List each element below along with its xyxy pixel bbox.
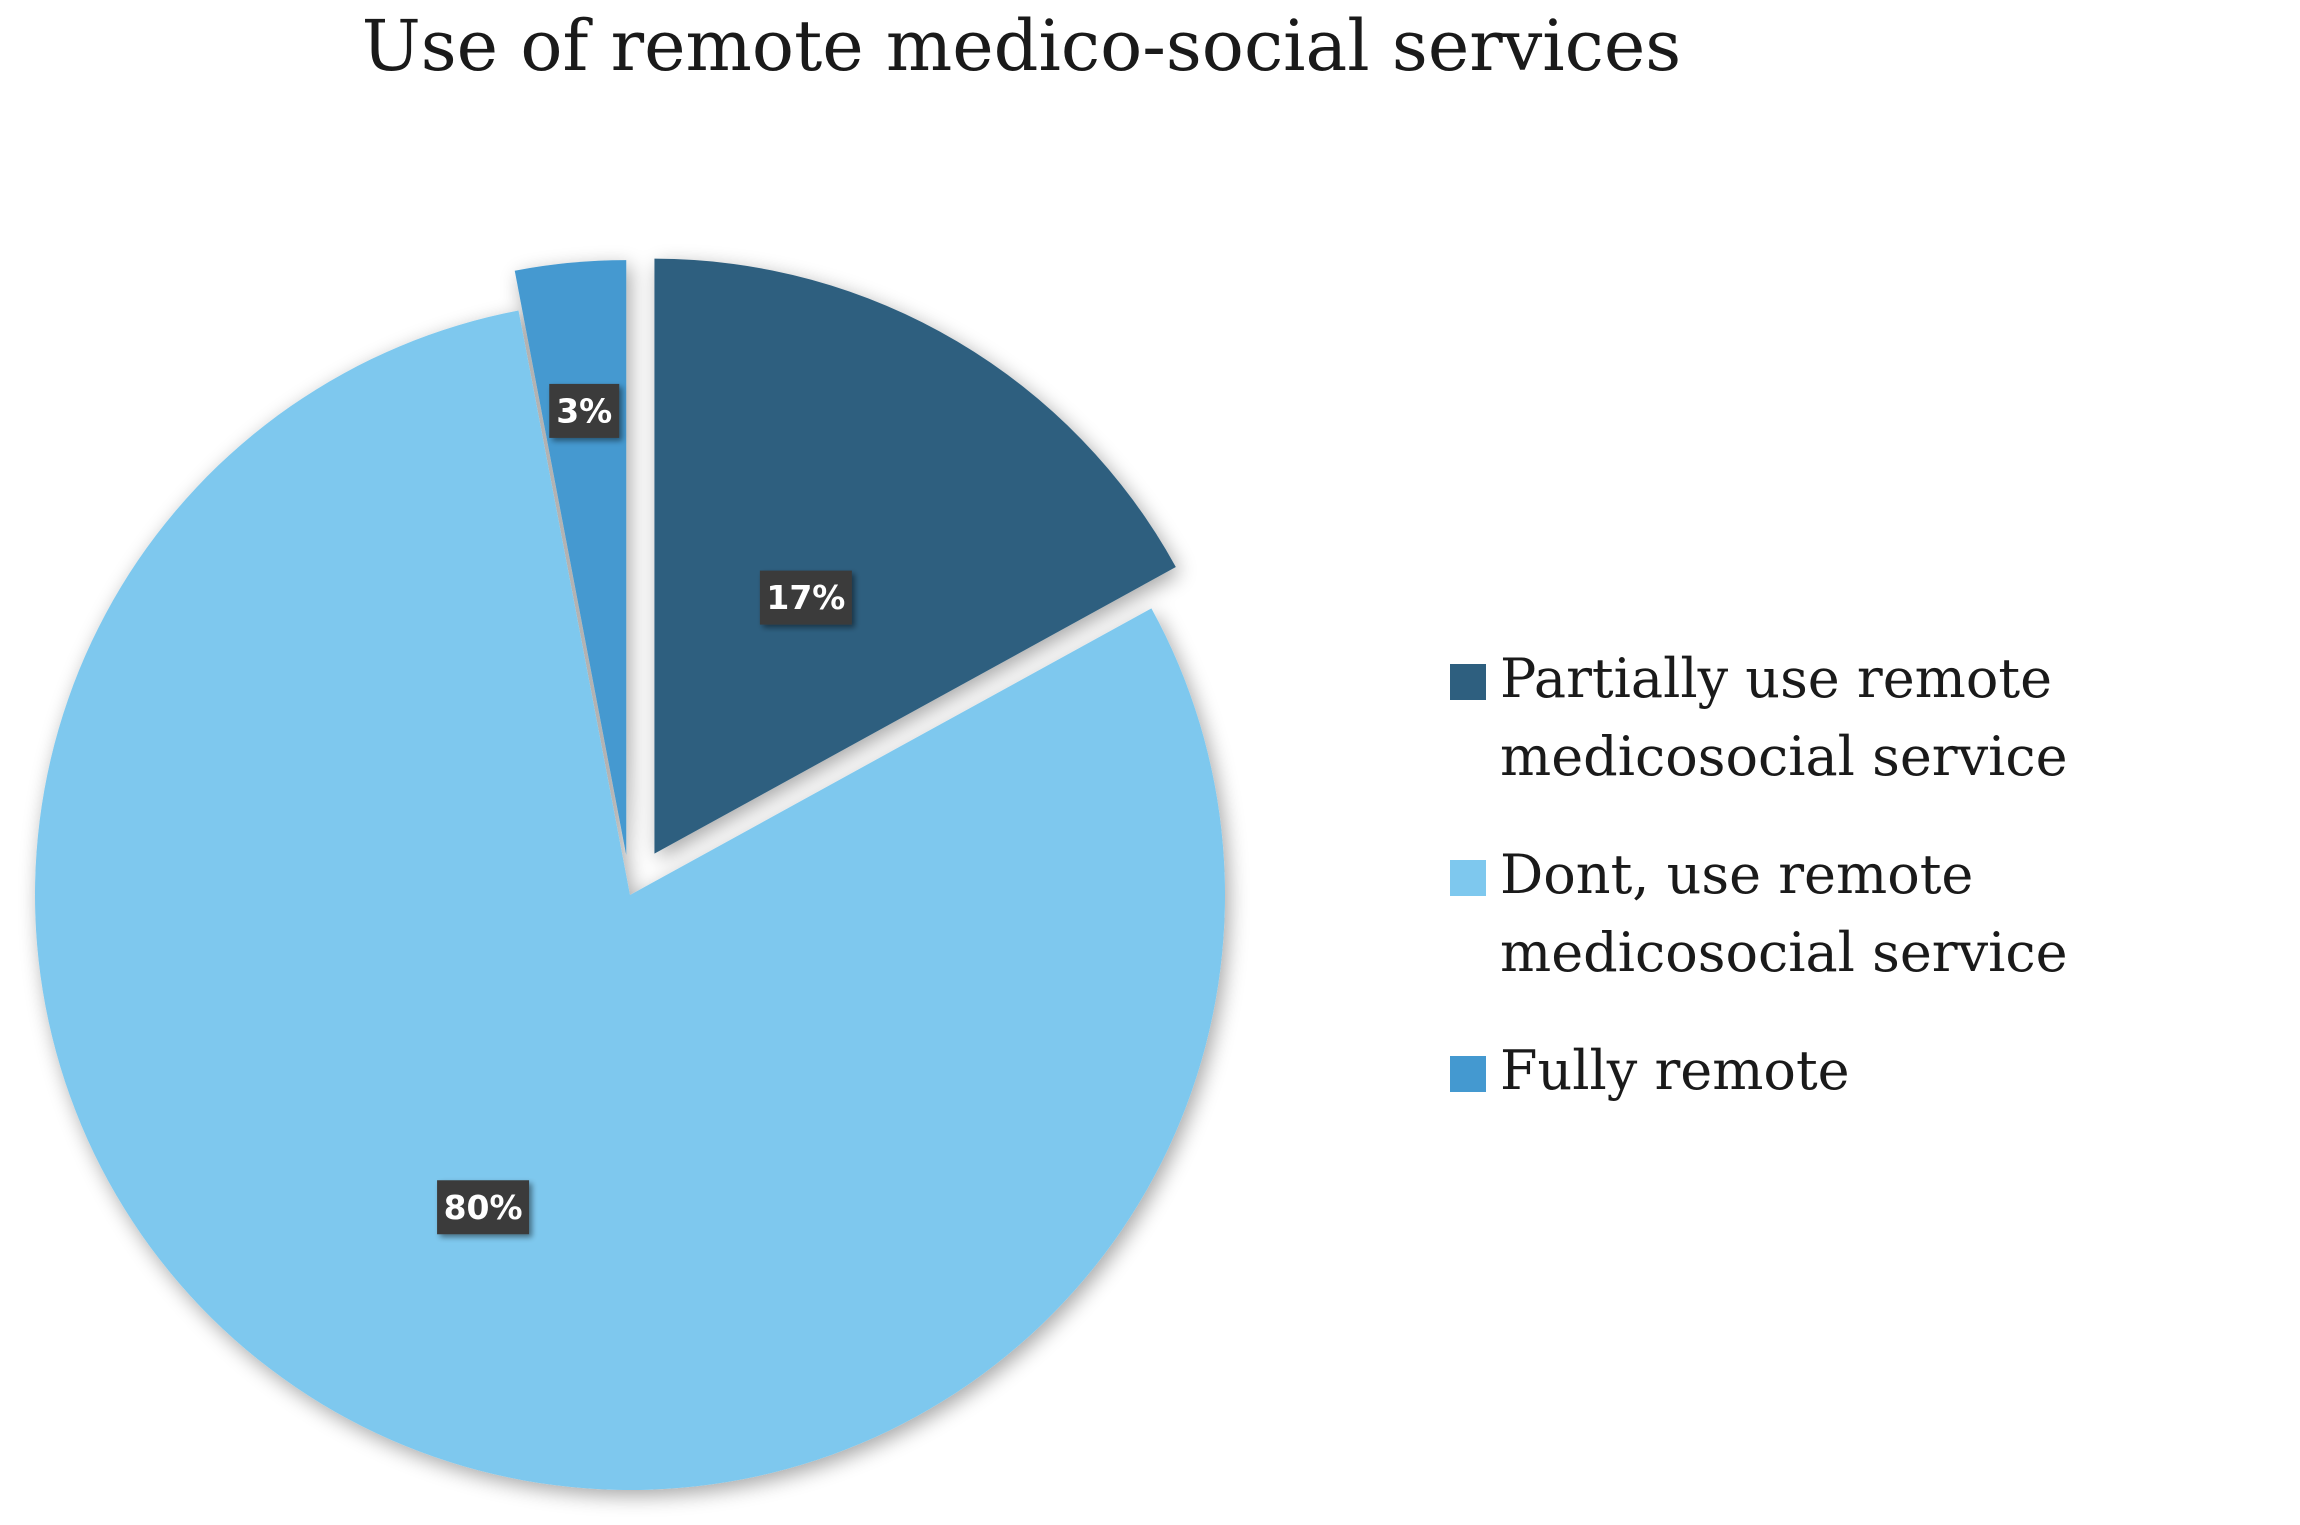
legend-label: Dont, use remote medicosocial service: [1500, 843, 2068, 984]
legend-label: Fully remote: [1500, 1039, 1850, 1102]
legend: Partially use remote medicosocial servic…: [1450, 640, 2290, 1150]
legend-swatch: [1450, 1056, 1486, 1092]
legend-item-fully-remote: Fully remote: [1450, 1032, 2290, 1110]
data-label-box: [759, 570, 852, 625]
pie-slice-dont-use-remote-medicosocial-service: [34, 310, 1225, 1491]
data-label-text: 80%: [444, 1188, 523, 1227]
legend-swatch: [1450, 860, 1486, 896]
data-label-fully-remote: 3%: [549, 383, 620, 438]
data-label-text: 3%: [556, 391, 612, 430]
legend-swatch: [1450, 664, 1486, 700]
data-label-text: 17%: [766, 578, 845, 617]
pie-slice-partially-use-remote-medicosocial-service: [654, 258, 1176, 854]
legend-item-partially-use-remote-medicosocial-service: Partially use remote medicosocial servic…: [1450, 640, 2290, 796]
data-label-box: [549, 383, 620, 438]
legend-label: Partially use remote medicosocial servic…: [1500, 647, 2068, 788]
data-label-box: [437, 1180, 530, 1235]
data-label-partially-use-remote-medicosocial-service: 17%: [759, 570, 852, 625]
data-label-dont-use-remote-medicosocial-service: 80%: [437, 1180, 530, 1235]
legend-item-dont-use-remote-medicosocial-service: Dont, use remote medicosocial service: [1450, 836, 2290, 992]
chart-title: Use of remote medico-social services: [361, 5, 1682, 87]
